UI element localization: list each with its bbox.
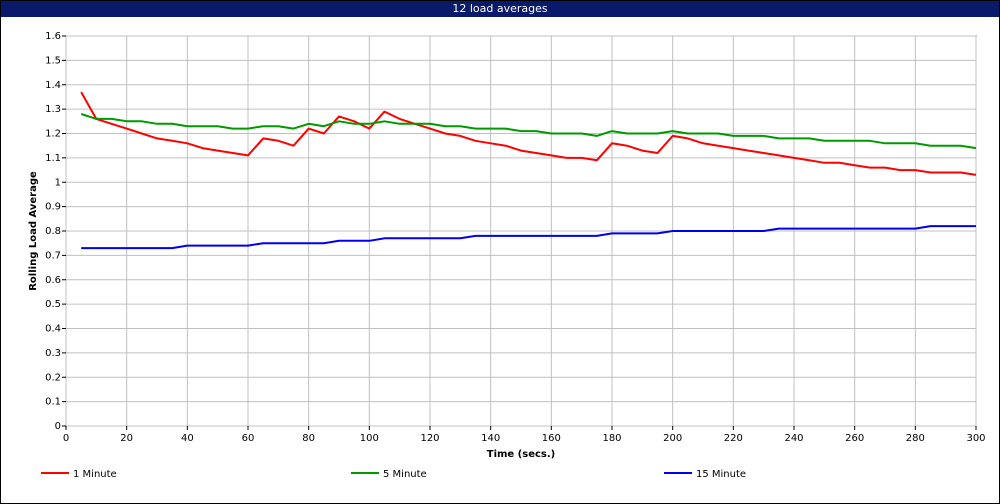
x-tick-label: 220: [724, 433, 743, 444]
x-tick-label: 120: [420, 433, 439, 444]
y-tick-label: 1: [55, 177, 61, 188]
y-tick-label: 0: [55, 421, 61, 432]
y-tick-label: 1.3: [45, 104, 61, 115]
series-lines: [80, 91, 977, 250]
x-tick-label: 200: [663, 433, 682, 444]
y-tick-label: 1.5: [45, 55, 61, 66]
y-tick-label: 1.2: [45, 129, 61, 140]
y-tick-label: 1.6: [45, 31, 61, 42]
y-tick-label: 0.3: [45, 348, 61, 359]
x-tick-label: 60: [242, 433, 255, 444]
y-tick-label: 0.6: [45, 275, 61, 286]
y-axis-label: Rolling Load Average: [28, 171, 39, 291]
x-tick-label: 100: [360, 433, 379, 444]
legend: 1 Minute 5 Minute 15 Minute: [41, 469, 746, 480]
series-line-5-minute: [80, 113, 977, 150]
x-tick-label: 140: [481, 433, 500, 444]
x-tick-label: 300: [966, 433, 985, 444]
series-line-15-minute: [81, 225, 976, 250]
y-tick-label: 0.9: [45, 202, 61, 213]
y-tick-label: 0.7: [45, 250, 61, 261]
x-tick-label: 180: [602, 433, 621, 444]
grid-lines: [65, 35, 977, 427]
x-tick-label: 20: [120, 433, 133, 444]
legend-label: 1 Minute: [73, 469, 117, 480]
x-tick-label: 260: [845, 433, 864, 444]
x-axis-ticks: 0 20 40 60 80 100 120 140 160 180 200 220 240 260 280 3…: [63, 426, 986, 444]
y-tick-label: 0.1: [45, 397, 61, 408]
y-tick-label: 0.2: [45, 372, 61, 383]
series-line-1-minute: [80, 91, 977, 176]
y-tick-label: 1.4: [45, 80, 61, 91]
legend-label: 5 Minute: [383, 469, 427, 480]
x-tick-label: 80: [302, 433, 315, 444]
x-tick-label: 160: [542, 433, 561, 444]
x-tick-label: 40: [181, 433, 194, 444]
y-tick-label: 0.4: [45, 324, 61, 335]
y-axis-ticks: 0 0.1 0.2 0.3 0.4 0.5 0.6 0.7 0.8 0.9 1 1.1 1.2 1.3 1.…: [45, 31, 66, 432]
chart-title: 12 load averages: [1, 1, 999, 17]
y-tick-label: 0.5: [45, 299, 61, 310]
legend-label: 15 Minute: [696, 469, 746, 480]
x-tick-label: 0: [63, 433, 69, 444]
y-tick-label: 1.1: [45, 153, 61, 164]
x-axis-label: Time (secs.): [487, 449, 556, 460]
x-tick-label: 280: [906, 433, 925, 444]
x-tick-label: 240: [784, 433, 803, 444]
y-tick-label: 0.8: [45, 226, 61, 237]
